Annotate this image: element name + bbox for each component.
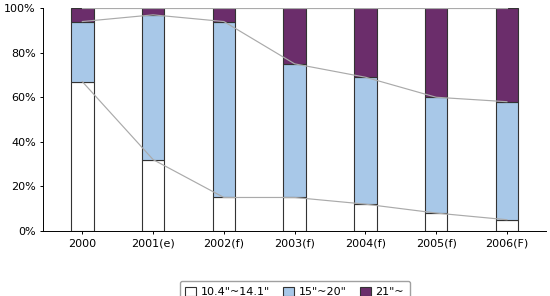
Bar xyxy=(354,204,377,231)
Bar xyxy=(283,8,306,64)
Bar xyxy=(354,77,377,204)
Legend: 10.4"~14.1", 15"~20", 21"~: 10.4"~14.1", 15"~20", 21"~ xyxy=(179,281,410,296)
Bar xyxy=(496,220,518,231)
Bar xyxy=(142,15,164,160)
Bar xyxy=(71,22,94,82)
Bar xyxy=(212,8,235,22)
Bar xyxy=(142,160,164,231)
Bar xyxy=(425,213,448,231)
Bar xyxy=(71,82,94,231)
Bar xyxy=(212,22,235,197)
Bar xyxy=(354,8,377,77)
Bar xyxy=(425,97,448,213)
Bar xyxy=(496,102,518,220)
Bar xyxy=(283,197,306,231)
Bar xyxy=(425,8,448,97)
Bar xyxy=(71,8,94,22)
Bar xyxy=(283,64,306,197)
Bar xyxy=(142,8,164,15)
Bar xyxy=(212,197,235,231)
Bar xyxy=(496,8,518,102)
